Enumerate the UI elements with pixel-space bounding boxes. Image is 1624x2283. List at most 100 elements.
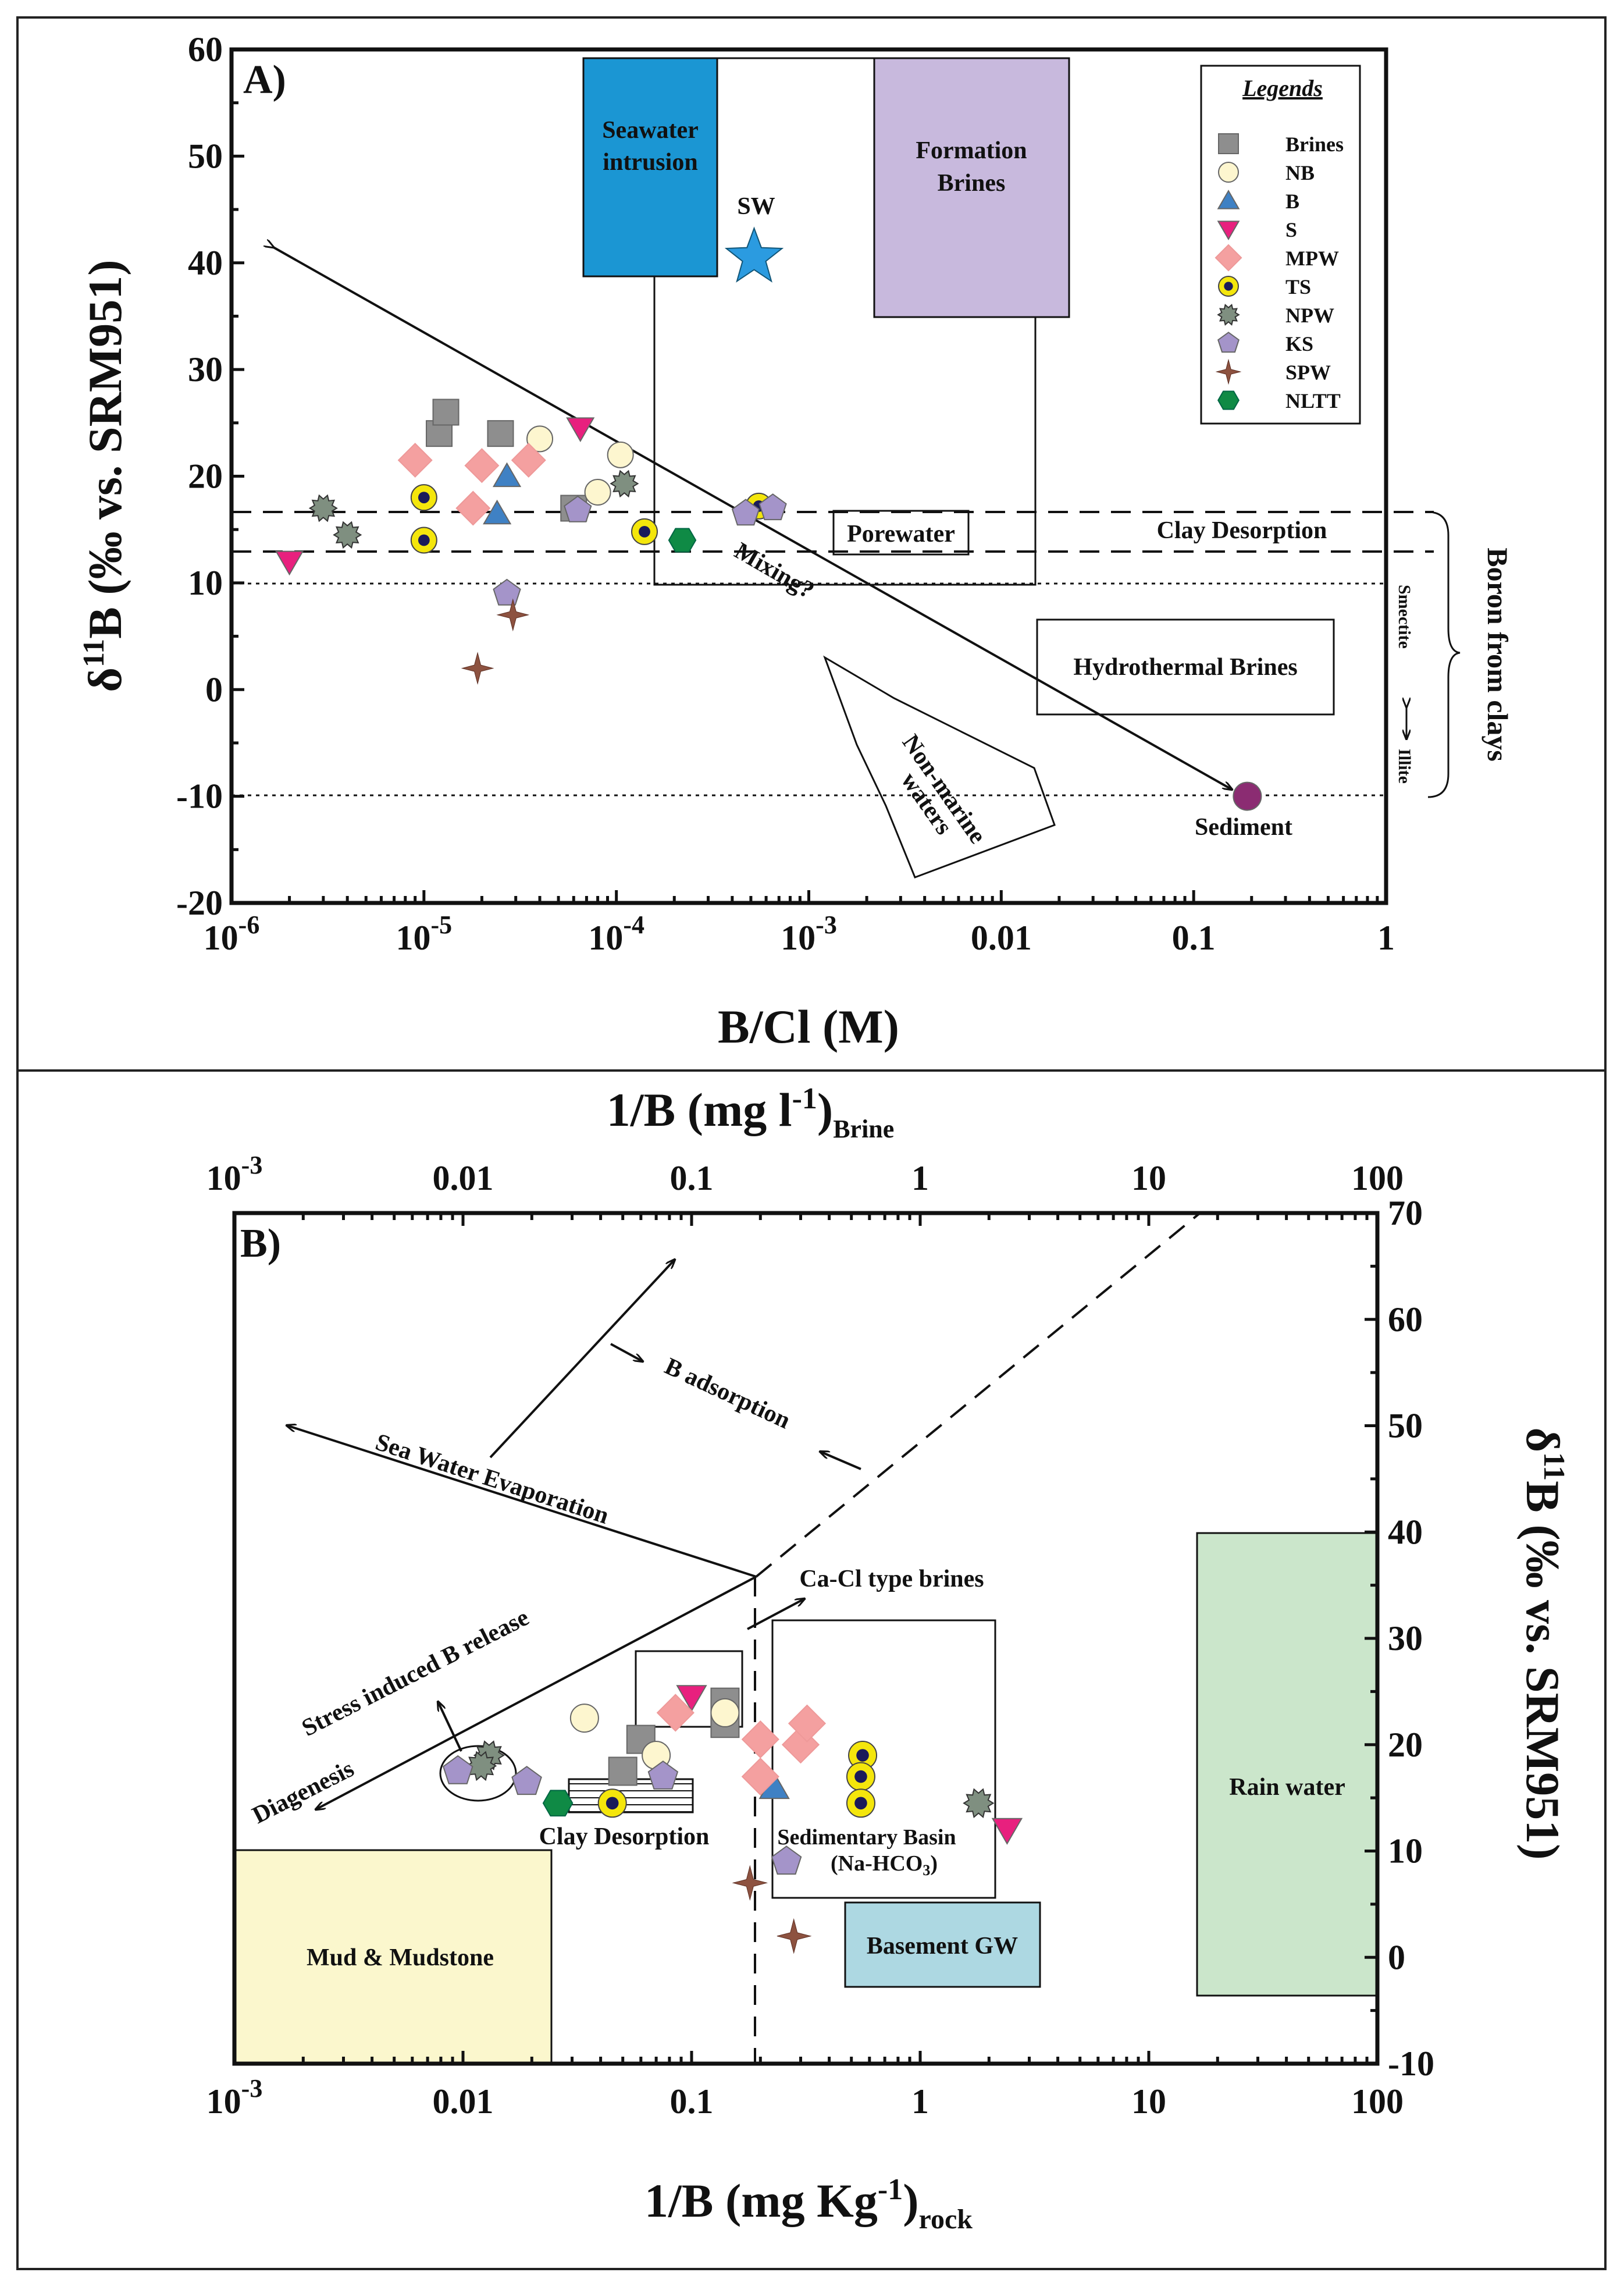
legend-label-ks: KS [1285, 332, 1313, 355]
cacl-label: Ca-Cl type brines [799, 1566, 984, 1592]
sedimentary-basin-box [771, 1619, 996, 1899]
a-ytick-label: 30 [188, 350, 223, 389]
b-point-ks [511, 1766, 542, 1795]
b-point-mpw [788, 1704, 827, 1743]
b-x2tick-label: 1 [911, 1159, 929, 1197]
a-point-s [275, 550, 304, 576]
basement-gw-region [844, 1901, 1041, 1988]
b-point-brines [608, 1756, 638, 1786]
a-point-brines [487, 420, 514, 447]
legend-label-nltt: NLTT [1285, 389, 1341, 412]
b-x2tick-label: 100 [1351, 1159, 1404, 1197]
a-point-sediment [1233, 781, 1262, 811]
legend-label-b: B [1285, 190, 1299, 213]
b-xtick-label: 100 [1351, 2082, 1404, 2121]
a-point-npw [308, 494, 338, 522]
rain-water-region [1196, 1532, 1379, 1997]
legend-label-brines: Brines [1285, 133, 1344, 156]
a-point-nb [607, 441, 634, 468]
a-point-ts-core [639, 525, 650, 538]
b-xtick-label: 0.1 [670, 2082, 714, 2121]
b-point-spw [777, 1918, 812, 1954]
b-adsorption-arrow-left [820, 1452, 861, 1470]
panel-a-x-title: B/Cl (M) [718, 1000, 899, 1053]
a-point-b [492, 462, 522, 488]
a-point-ks [758, 493, 787, 521]
illite-label: Illite [1395, 749, 1414, 784]
panel-b: Sea Water Evaporation B adsorption Ca-Cl… [206, 1082, 1570, 2235]
panel-b-frame [16, 1069, 1607, 2270]
b-point-mpw [741, 1757, 779, 1796]
porewater-label: Porewater [847, 521, 955, 547]
a-point-mpw [397, 442, 433, 478]
legend-marker-brines [1218, 133, 1239, 154]
sw-label: SW [737, 193, 775, 220]
a-point-sw [724, 226, 784, 283]
panel-a-label: A) [243, 58, 286, 102]
legend-marker-ts-core [1224, 282, 1233, 291]
sed-basin-label-1: Sedimentary Basin [777, 1825, 956, 1850]
seawater-label-1: Seawater [602, 117, 699, 144]
panel-b-x-title: 1/B (mg Kg-1)rock [644, 2173, 973, 2235]
a-ytick-label: 20 [188, 457, 223, 496]
b-point-ks [442, 1755, 473, 1784]
panel-b-y-title: δ11B (‰ vs. SRM951) [1516, 1427, 1570, 1859]
panel-b-x2-title: 1/B (mg l-1)Brine [607, 1082, 895, 1143]
sea-water-evaporation-arrow [287, 1425, 757, 1578]
b-point-ts-core [606, 1797, 619, 1810]
b-ytick-label: -10 [1388, 2044, 1434, 2083]
legend-marker-npw [1217, 304, 1240, 326]
a-point-b [483, 499, 512, 525]
legend-label-spw: SPW [1285, 361, 1331, 384]
b-point-nltt [542, 1790, 574, 1817]
b-ytick-label: 0 [1388, 1938, 1405, 1976]
a-point-ks [731, 499, 760, 526]
clay-desorption-label: Clay Desorption [1157, 517, 1327, 544]
hydrothermal-label: Hydrothermal Brines [1073, 654, 1297, 681]
b-ytick-label: 30 [1388, 1619, 1423, 1658]
a-point-spw [496, 598, 530, 632]
diagonal-dashed-line [755, 1212, 1201, 1578]
a-point-brines [432, 399, 460, 426]
a-point-mpw [511, 442, 546, 478]
npw-cluster-ellipse [439, 1745, 517, 1802]
b-xtick-label: 1 [911, 2082, 929, 2121]
a-point-npw [333, 521, 362, 549]
basement-label: Basement GW [867, 1933, 1018, 1960]
b-point-ts-core [856, 1749, 869, 1762]
legend-label-mpw: MPW [1285, 247, 1339, 270]
a-point-ks [564, 495, 592, 522]
formation-label-2: Brines [938, 170, 1006, 197]
diagenesis-arrow [316, 1576, 757, 1809]
b-point-s [676, 1685, 707, 1712]
b-ytick-label: 20 [1388, 1726, 1423, 1764]
formation-label-1: Formation [916, 137, 1027, 164]
smectite-label: Smectite [1395, 585, 1414, 649]
b-ytick-label: 70 [1388, 1194, 1423, 1232]
b-point-ts-core [854, 1770, 867, 1783]
panel-b-label: B) [240, 1221, 281, 1266]
rain-label: Rain water [1229, 1774, 1345, 1801]
b-adsorption-label: B adsorption [661, 1353, 795, 1434]
a-ytick-label: 0 [205, 670, 223, 709]
a-xtick-label: 10-5 [396, 911, 453, 957]
a-point-nb [584, 479, 611, 506]
b-point-s [991, 1818, 1023, 1845]
b-ytick-label: 60 [1388, 1300, 1423, 1339]
b-xtick-label: 10-3 [206, 2074, 263, 2121]
b-point-mpw [656, 1694, 695, 1732]
a-xtick-label: 10-6 [204, 911, 260, 957]
legend-label-nb: NB [1285, 161, 1315, 184]
boron-clays-brace [1427, 511, 1461, 798]
b-x2tick-label: 0.1 [670, 1159, 714, 1197]
clay-desorption-b-label: Clay Desorption [539, 1823, 710, 1850]
b-point-mpw [741, 1720, 779, 1759]
legend-label-s: S [1285, 218, 1297, 241]
a-ytick-label: -10 [176, 777, 223, 816]
b-ytick-label: 40 [1388, 1513, 1423, 1551]
a-point-nb [526, 425, 554, 453]
legend-label-ts: TS [1285, 275, 1311, 298]
a-point-s [566, 417, 595, 443]
b-xtick-label: 10 [1131, 2082, 1166, 2121]
